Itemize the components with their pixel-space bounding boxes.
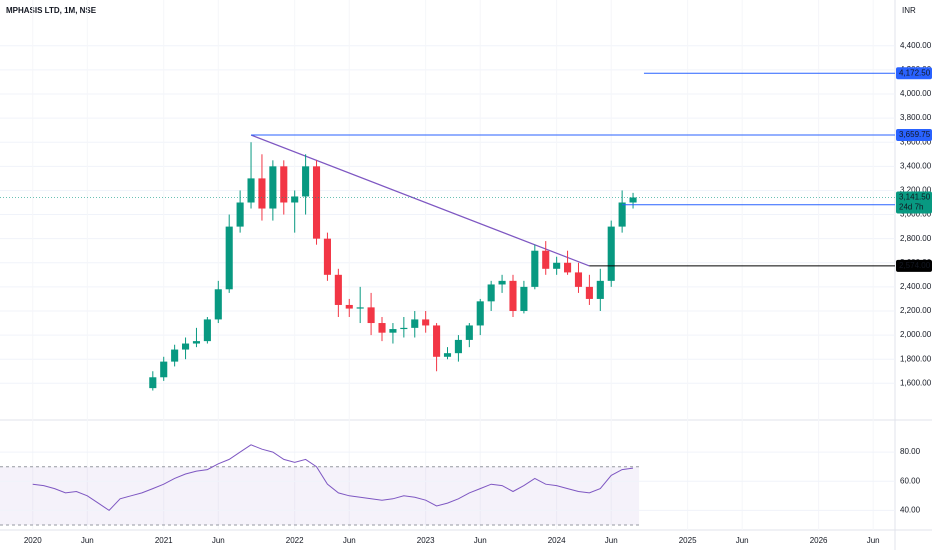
x-tick-label: 2025 (679, 536, 697, 545)
candle-body (520, 286, 528, 311)
candle-body (345, 304, 353, 309)
x-tick-label: 2024 (548, 536, 566, 545)
candle-body (629, 197, 637, 203)
candle-body (247, 178, 255, 203)
candle-body (323, 238, 331, 275)
candle-body (291, 196, 299, 203)
x-tick-label: Jun (474, 536, 487, 545)
candle-body (214, 289, 222, 320)
candle-body (182, 343, 190, 350)
x-tick-label: 2026 (810, 536, 828, 545)
candle-body (596, 280, 604, 299)
candle-body (149, 377, 157, 389)
level-tag (896, 67, 932, 80)
x-tick-label: Jun (605, 536, 618, 545)
y-tick-label: 3,600.00 (900, 137, 932, 146)
candle-body (160, 361, 168, 378)
x-tick-label: 2020 (24, 536, 42, 545)
level-label: 2,574.00 (899, 261, 931, 270)
candle-body (498, 280, 506, 285)
x-tick-label: Jun (736, 536, 749, 545)
candle-body (236, 202, 244, 227)
candle-body (618, 202, 626, 227)
y-tick-label: 2,000.00 (900, 330, 932, 339)
candle-body (258, 178, 266, 209)
y-tick-label: 2,400.00 (900, 282, 932, 291)
candle-body (443, 353, 452, 357)
candle-body (433, 325, 441, 357)
candle-body (476, 301, 484, 326)
x-tick-label: 2022 (286, 536, 304, 545)
rsi-band (0, 466, 640, 525)
y-tick-label: 4,000.00 (900, 89, 932, 98)
candle-body (585, 286, 593, 299)
candle-body (564, 262, 572, 273)
candle-body (312, 166, 321, 239)
candle-body (465, 325, 473, 340)
x-tick-label: Jun (343, 536, 356, 545)
y-tick-label: 1,600.00 (900, 378, 932, 387)
candle-body (203, 319, 211, 342)
candle-body (280, 166, 288, 203)
y-tick-label: 1,800.00 (900, 354, 932, 363)
candle-body (400, 327, 408, 330)
level-label: 3,659.75 (899, 130, 931, 139)
candle-body (411, 319, 419, 328)
candle-body (302, 166, 310, 197)
candle-body (378, 323, 386, 333)
candle-body (225, 226, 233, 290)
x-tick-label: Jun (81, 536, 94, 545)
y-tick-label: 2,800.00 (900, 234, 932, 243)
y-tick-label: 3,200.00 (900, 186, 932, 195)
x-tick-label: Jun (867, 536, 880, 545)
candle-body (389, 329, 397, 333)
level-tag (896, 259, 932, 272)
candle-body (334, 274, 342, 305)
level-label: 4,172.50 (899, 68, 931, 77)
y-tick-label: 3,800.00 (900, 113, 932, 122)
y-tick-label: 2,200.00 (900, 306, 932, 315)
last-price-label: 3,141.50 (899, 193, 931, 202)
candle-body (454, 339, 462, 354)
candle-body (171, 349, 179, 362)
level-tag (896, 129, 932, 142)
candle-body (553, 262, 561, 269)
candle-body (574, 272, 583, 287)
last-price-tag (896, 191, 932, 214)
candle-body (487, 284, 495, 302)
candle-body (356, 307, 364, 309)
rsi-line (32, 444, 634, 512)
y-tick-label: 3,400.00 (900, 161, 932, 170)
x-tick-label: 2021 (155, 536, 173, 545)
currency: INR (902, 6, 916, 15)
candle-body (269, 166, 277, 209)
candle-body (192, 341, 201, 344)
candle-body (509, 280, 517, 311)
trendline (250, 134, 590, 267)
candle-body (542, 250, 550, 269)
x-tick-label: 2023 (417, 536, 435, 545)
countdown: 24d 7h (899, 203, 923, 212)
candle-body (367, 307, 375, 324)
rsi-tick-label: 40.00 (900, 506, 921, 515)
chart-title: MPHASIS LTD, 1M, NSE (6, 6, 97, 15)
candle-body (607, 226, 615, 281)
y-tick-label: 3,000.00 (900, 210, 932, 219)
rsi-tick-label: 60.00 (900, 476, 921, 485)
candle-body (531, 250, 539, 287)
rsi-tick-label: 80.00 (900, 447, 921, 456)
y-tick-label: 4,400.00 (900, 41, 932, 50)
candle-body (422, 319, 430, 326)
x-tick-label: Jun (212, 536, 225, 545)
